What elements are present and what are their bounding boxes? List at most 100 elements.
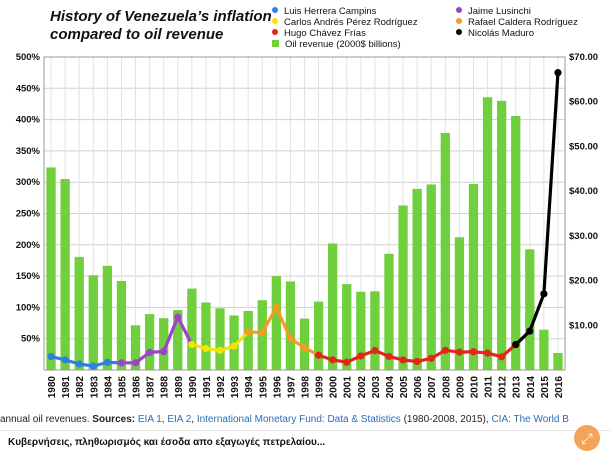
x-tick-label: 2000 [329,376,340,399]
x-tick-label: 1995 [258,376,269,399]
oil-revenue-bar [426,184,436,370]
x-tick-label: 2008 [441,376,452,399]
y-left-tick-label: 200% [16,240,41,251]
inflation-point [413,357,421,366]
y-right-tick-label: $10.00 [569,320,598,331]
legend-label: Jaime Lusinchi [468,6,531,17]
x-tick-label: 1983 [89,376,100,399]
y-right-tick-label: $60.00 [569,97,598,108]
sources-sep: , [161,414,168,425]
x-tick-label: 1985 [117,376,128,399]
expand-icon[interactable]: ⤢ [574,425,600,451]
oil-revenue-bar [130,325,141,370]
inflation-point [399,356,407,364]
inflation-point [244,328,252,336]
x-tick-label: 2015 [540,376,551,399]
oil-revenue-bar [356,291,366,370]
y-right-tick-label: $40.00 [569,186,598,197]
legend-square-icon [272,39,279,47]
y-left-tick-label: 400% [16,115,41,126]
oil-revenue-bar [144,314,155,370]
legend-dot-icon [456,18,462,25]
legend-dot-icon [456,29,462,36]
x-tick-label: 2001 [343,376,354,399]
x-tick-label: 2011 [484,376,495,398]
oil-revenue-bar [482,97,493,370]
y-right-tick-label: $70.00 [569,52,598,63]
oil-revenue-bar [215,308,225,370]
inflation-point [526,327,534,335]
legend-item-perez: Carlos Andrés Pérez Rodríguez [272,17,418,28]
inflation-point [314,351,323,359]
x-tick-label: 1998 [301,376,312,399]
y-left-tick-label: 350% [16,146,41,157]
inflation-point [469,348,478,356]
oil-revenue-bar [440,133,450,370]
sources-mid: (1980-2008, 2015), [400,414,492,425]
x-tick-label: 2010 [469,376,480,399]
oil-revenue-bar [46,167,56,370]
inflation-point [103,358,111,366]
x-tick-label: 1999 [315,376,326,399]
legend-item-oil-revenue: Oil revenue (2000$ billions) [272,39,401,50]
inflation-point [427,354,435,362]
legend-label: Nicolás Maduro [468,28,534,39]
inflation-point [554,69,562,77]
x-tick-label: 1981 [61,376,72,399]
sources-sep: , [191,414,197,425]
oil-revenue-bar [187,288,197,370]
inflation-point [131,359,140,367]
legend-item-lusinchi: Jaime Lusinchi [456,6,531,17]
legend-label: Carlos Andrés Pérez Rodríguez [284,17,418,28]
x-tick-label: 1984 [103,376,114,399]
x-tick-label: 1986 [132,376,143,399]
inflation-point [357,352,365,360]
y-left-tick-label: 50% [21,334,41,345]
legend-label: Luis Herrera Campins [284,6,377,17]
source-link-cia[interactable]: CIA: The World B [491,414,569,425]
inflation-point [216,346,224,354]
inflation-point [286,335,295,343]
oil-revenue-bar [271,276,281,370]
oil-revenue-bar [328,243,338,370]
legend-dot-icon [272,29,278,36]
legend-label: Hugo Chávez Frías [284,28,366,39]
inflation-point [258,328,266,337]
x-tick-label: 1988 [160,376,171,399]
oil-revenue-bar [201,302,211,370]
oil-revenue-bar [102,265,113,370]
inflation-point [512,340,520,349]
source-link-imf[interactable]: International Monetary Fund: Data & Stat… [196,414,401,425]
inflation-point [47,352,55,361]
oil-revenue-bar [468,183,479,370]
oil-revenue-bar [159,318,169,370]
x-tick-label: 1991 [202,376,213,399]
oil-revenue-bar [74,256,84,370]
legend-label: Rafael Caldera Rodríguez [468,17,578,28]
inflation-point [540,290,548,298]
x-tick-label: 1987 [146,376,157,399]
oil-revenue-bar [553,353,563,370]
legend-dot-icon [456,7,462,14]
x-tick-label: 2006 [413,376,424,399]
oil-revenue-bar [539,329,549,370]
inflation-point [146,348,154,357]
oil-revenue-bar [398,205,408,370]
source-link-eia-1[interactable]: EIA 1 [137,414,162,425]
chart: 50% 100% 150% 200% 250% 300% 350% 400% 450% 500% $… [16,52,598,398]
oil-revenue-bar [342,284,352,370]
oil-revenue-bar [313,301,324,370]
inflation-point [455,348,463,356]
sources-line: annual oil revenues. Sources: EIA 1, EIA… [0,414,610,430]
x-tick-label: 1982 [75,376,86,399]
inflation-point [230,342,238,350]
axes: 50% 100% 150% 200% 250% 300% 350% 400% 450% 500% $… [16,52,598,398]
inflation-point [117,359,126,367]
x-tick-label: 2009 [455,376,466,399]
x-tick-label: 2003 [371,376,382,399]
x-tick-label: 1993 [230,376,241,399]
source-link-eia-2[interactable]: EIA 2 [167,414,192,425]
oil-revenue-bar [384,253,394,370]
chart-title-line-2: compared to oil revenue [50,26,224,43]
inflation-point [202,344,210,353]
